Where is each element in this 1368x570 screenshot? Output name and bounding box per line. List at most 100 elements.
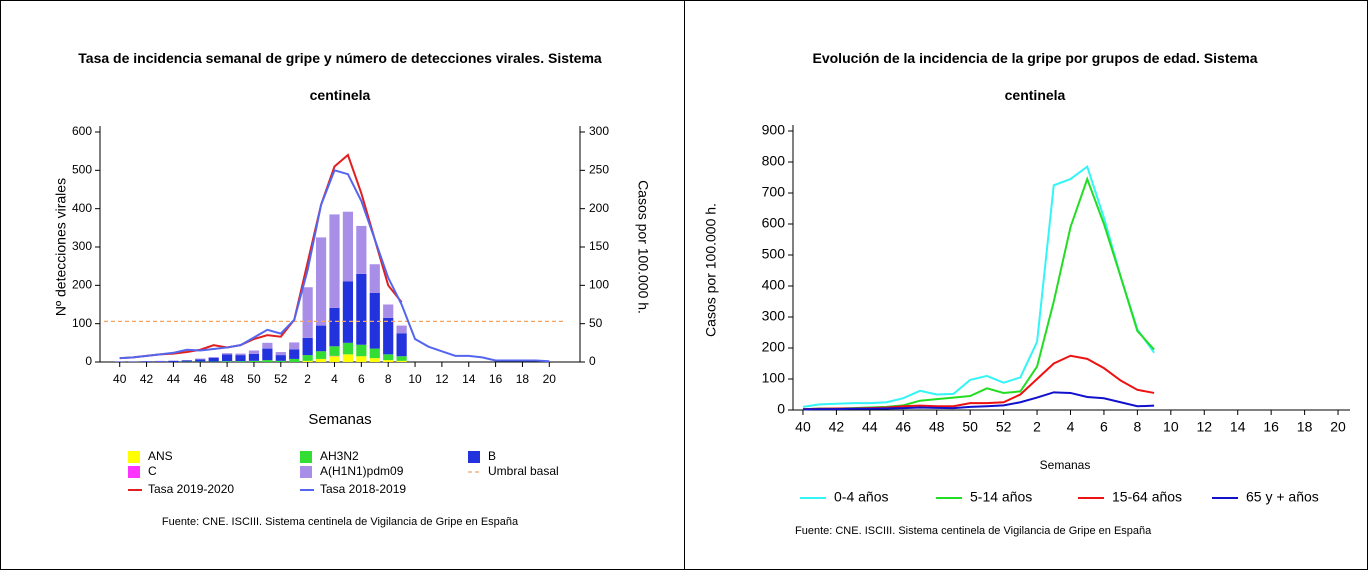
x-tick-label: 16 xyxy=(489,372,503,386)
legend-label: Umbral basal xyxy=(488,464,559,478)
bar-segment xyxy=(275,360,286,362)
legend-label: Tasa 2018-2019 xyxy=(320,482,406,496)
x-tick-label: 52 xyxy=(274,372,288,386)
y-tick-label: 100 xyxy=(72,316,92,330)
bar-segment xyxy=(396,356,407,361)
y-tick-label: 200 xyxy=(762,339,786,355)
x-tick-label: 8 xyxy=(1133,419,1141,435)
x-tick-label: 14 xyxy=(1230,419,1246,435)
x-tick-label: 18 xyxy=(1297,419,1313,435)
bar-segment xyxy=(356,356,367,362)
y2-tick-label: 100 xyxy=(589,278,609,292)
y2-tick-label: 0 xyxy=(589,354,596,368)
legend-label: A(H1N1)pdm09 xyxy=(320,464,404,478)
y-tick-label: 200 xyxy=(72,278,92,292)
y2-axis-title: Casos por 100.000 h. xyxy=(635,180,651,314)
bar-segment xyxy=(195,358,206,360)
bar-segment xyxy=(396,333,407,357)
bar-segment xyxy=(342,342,354,355)
y-tick-label: 700 xyxy=(762,184,786,200)
bar-segment xyxy=(302,355,313,361)
source: Fuente: CNE. ISCIII. Sistema centinela d… xyxy=(162,516,519,528)
legend-swatch xyxy=(128,466,140,478)
bar-segment xyxy=(289,349,300,359)
x-tick-label: 42 xyxy=(829,419,845,435)
y-tick-label: 500 xyxy=(762,246,786,262)
bar-segment xyxy=(208,357,219,358)
bar-segment xyxy=(356,225,367,274)
legend-label: 0-4 años xyxy=(834,489,888,505)
bar-segment xyxy=(181,360,192,362)
x-tick-label: 40 xyxy=(795,419,811,435)
y-tick-label: 600 xyxy=(72,124,92,138)
legend-label: B xyxy=(488,449,496,463)
x-tick-label: 48 xyxy=(929,419,945,435)
bar-segment xyxy=(396,360,407,362)
y2-tick-label: 50 xyxy=(589,316,603,330)
bar-segment xyxy=(383,317,394,355)
bar-segment xyxy=(315,351,327,359)
legend-label: 15-64 años xyxy=(1112,489,1182,505)
x-tick-label: 14 xyxy=(462,372,476,386)
x-axis-title: Semanas xyxy=(308,411,371,428)
bar-segment xyxy=(342,211,354,282)
bar-segment xyxy=(369,264,380,293)
source: Fuente: CNE. ISCIII. Sistema centinela d… xyxy=(795,525,1152,537)
x-tick-label: 44 xyxy=(167,372,181,386)
legend-swatch xyxy=(468,451,480,463)
line xyxy=(119,169,550,363)
bar-segment xyxy=(222,361,233,362)
legend-label: 5-14 años xyxy=(970,489,1032,505)
legend-label: C xyxy=(148,464,157,478)
y-tick-label: 800 xyxy=(762,153,786,169)
y-tick-label: 100 xyxy=(762,370,786,386)
bar-segment xyxy=(383,360,394,362)
x-tick-label: 4 xyxy=(331,372,338,386)
bar-segment xyxy=(342,281,354,343)
bar-segment xyxy=(356,344,367,357)
x-tick-label: 40 xyxy=(113,372,127,386)
y2-tick-label: 300 xyxy=(589,124,609,138)
bar-segment xyxy=(342,354,354,362)
x-tick-label: 20 xyxy=(543,372,557,386)
legend-swatch xyxy=(300,466,312,478)
bar-segment xyxy=(315,358,327,362)
legend-label: AH3N2 xyxy=(320,449,359,463)
line xyxy=(802,391,1155,411)
bar-segment xyxy=(369,293,380,349)
chart-title: Evolución de la incidencia de la gripe p… xyxy=(812,50,1258,103)
bar-segment xyxy=(275,355,286,361)
x-tick-label: 6 xyxy=(358,372,365,386)
x-tick-label: 46 xyxy=(895,419,911,435)
bar-segment xyxy=(262,360,273,362)
y2-tick-label: 200 xyxy=(589,201,609,215)
x-tick-label: 50 xyxy=(247,372,261,386)
bar-segment xyxy=(329,356,340,362)
bar-segment xyxy=(302,287,313,338)
bar-segment xyxy=(289,358,300,362)
x-tick-label: 50 xyxy=(962,419,978,435)
legend-label: 65 y + años xyxy=(1246,489,1319,505)
x-tick-label: 10 xyxy=(408,372,422,386)
x-tick-label: 16 xyxy=(1263,419,1279,435)
bar-segment xyxy=(356,273,367,345)
y-tick-label: 900 xyxy=(762,122,786,138)
line xyxy=(802,176,1155,411)
y2-tick-label: 250 xyxy=(589,163,609,177)
bar-segment xyxy=(235,353,246,356)
bar-segment xyxy=(208,357,219,362)
y-tick-label: 500 xyxy=(72,163,92,177)
y-tick-label: 0 xyxy=(777,401,785,417)
bar-segment xyxy=(289,342,300,350)
x-tick-label: 2 xyxy=(1033,419,1041,435)
y-tick-label: 400 xyxy=(72,201,92,215)
x-tick-label: 48 xyxy=(220,372,234,386)
bar-segment xyxy=(315,237,327,326)
y-axis-title: Casos por 100.000 h. xyxy=(703,203,719,337)
bar-segment xyxy=(302,337,313,356)
x-tick-label: 8 xyxy=(385,372,392,386)
bar-segment xyxy=(235,361,246,362)
x-tick-label: 2 xyxy=(304,372,311,386)
chart-title: Tasa de incidencia semanal de gripe y nú… xyxy=(78,50,602,103)
